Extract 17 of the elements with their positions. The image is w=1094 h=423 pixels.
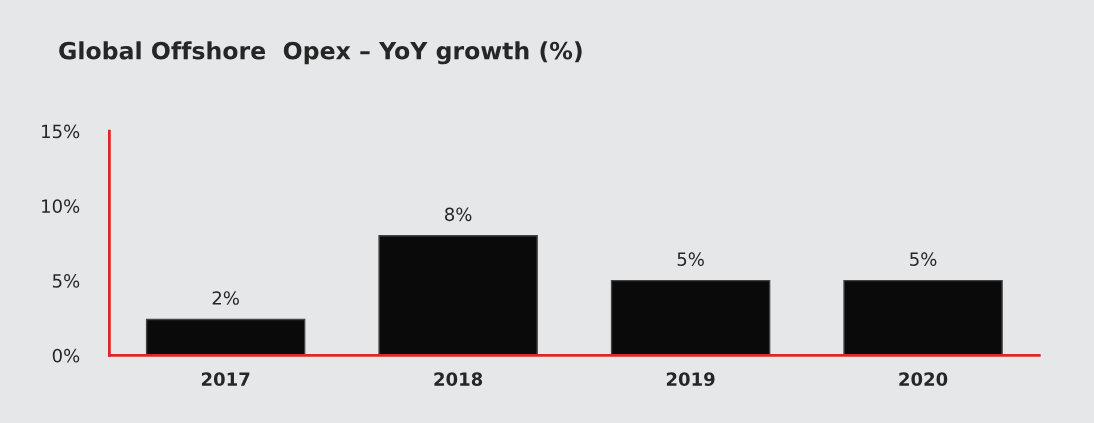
y-tick-label: 10% bbox=[42, 199, 80, 213]
y-tick-label: 5% bbox=[52, 274, 80, 288]
data-label: 5% bbox=[677, 252, 704, 266]
data-label: 2% bbox=[212, 291, 239, 305]
data-label: 5% bbox=[910, 252, 937, 266]
x-tick-label: 2018 bbox=[434, 372, 483, 386]
x-tick-label: 2017 bbox=[201, 372, 250, 386]
bar bbox=[610, 279, 771, 356]
bar bbox=[378, 235, 538, 356]
data-label: 8% bbox=[445, 207, 472, 222]
y-tick-label: 15% bbox=[42, 124, 80, 139]
bar bbox=[145, 318, 306, 356]
x-tick-label: 2019 bbox=[666, 372, 715, 386]
x-tick-label: 2020 bbox=[899, 372, 948, 386]
y-tick-label: 0% bbox=[52, 348, 80, 363]
chart-title: Global Offshore Opex – YoY growth (%) bbox=[59, 41, 582, 65]
bar bbox=[843, 279, 1003, 356]
